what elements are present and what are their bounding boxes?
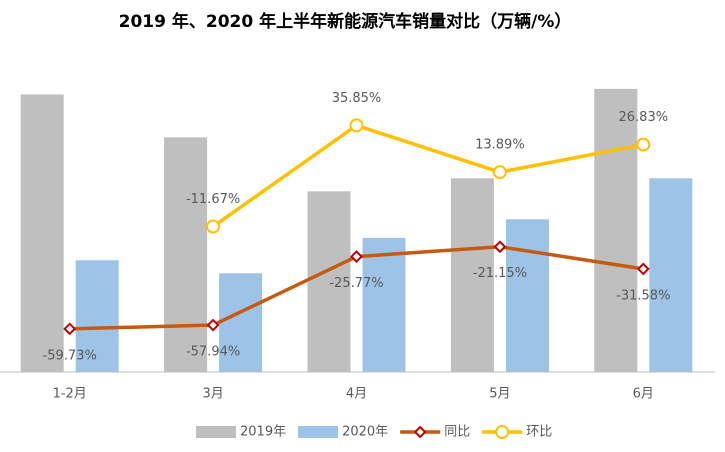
legend-label: 2019年 <box>240 425 286 440</box>
bar <box>219 273 263 372</box>
data-label: -31.58% <box>616 288 670 303</box>
bar <box>75 260 119 372</box>
legend-marker <box>495 425 510 439</box>
legend-marker <box>413 425 427 439</box>
bar <box>594 88 638 373</box>
line <box>212 123 644 228</box>
marker <box>493 240 507 254</box>
marker <box>492 165 507 180</box>
x-tick-label: 5月 <box>489 387 510 402</box>
data-label: -11.67% <box>186 192 240 207</box>
legend-swatch <box>298 426 339 438</box>
x-tick-label: 6月 <box>633 387 654 402</box>
bar <box>20 94 64 373</box>
data-label: 35.85% <box>332 91 382 106</box>
bar <box>362 237 406 372</box>
data-label: -59.73% <box>43 348 97 363</box>
legend-label: 同比 <box>444 425 470 440</box>
marker <box>63 322 77 336</box>
x-tick-label: 3月 <box>202 387 223 402</box>
data-label: 13.89% <box>475 138 525 153</box>
data-label: -57.94% <box>186 345 240 360</box>
marker <box>636 262 650 276</box>
marker <box>350 250 363 263</box>
marker <box>206 318 220 332</box>
chart-title: 2019 年、2020 年上半年新能源汽车销量对比（万辆/%） <box>119 11 572 32</box>
bar <box>450 178 494 372</box>
x-tick-label: 4月 <box>346 387 367 402</box>
marker <box>206 219 221 234</box>
x-tick-label: 1-2月 <box>53 387 87 402</box>
marker <box>349 118 364 133</box>
bar <box>307 191 351 372</box>
bar <box>505 219 549 372</box>
bar <box>164 137 208 372</box>
data-label: -25.77% <box>329 276 383 291</box>
legend-label: 环比 <box>526 425 552 440</box>
legend-swatch <box>196 426 236 438</box>
data-label: -21.15% <box>473 266 527 281</box>
legend-label: 2020年 <box>342 425 388 440</box>
marker <box>636 137 651 152</box>
data-label: 26.83% <box>619 110 669 125</box>
bar <box>649 178 693 372</box>
